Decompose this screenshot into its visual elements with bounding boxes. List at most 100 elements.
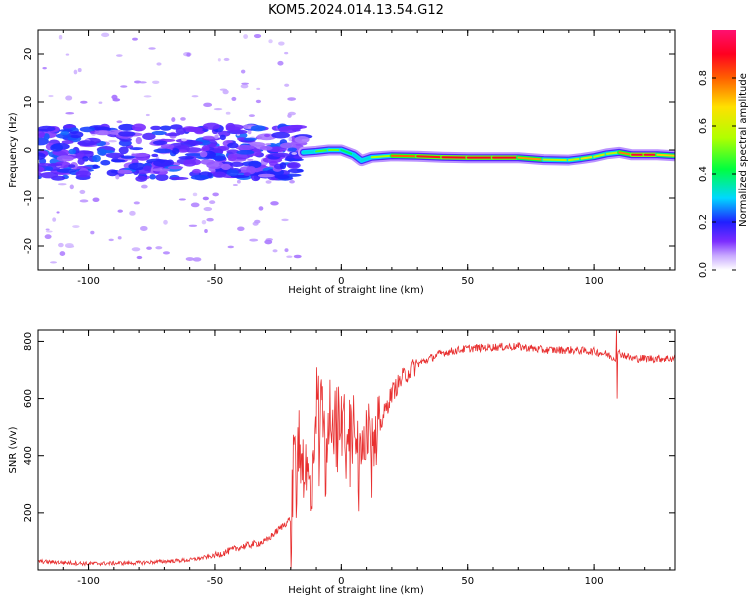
noise-blob (142, 132, 156, 141)
noise-blob (213, 108, 223, 111)
noise-blob (111, 94, 118, 100)
noise-blob (280, 142, 297, 149)
noise-blob (259, 145, 273, 151)
noise-blob (60, 131, 70, 136)
noise-blob (237, 226, 245, 232)
noise-blob (90, 230, 95, 235)
noise-blob (65, 95, 73, 101)
noise-blob (164, 132, 181, 137)
noise-blob (171, 147, 180, 155)
noise-blob (136, 255, 143, 260)
noise-blob (287, 147, 298, 152)
noise-blob (156, 62, 162, 66)
noise-blob (223, 57, 230, 62)
noise-blob (148, 47, 156, 50)
colorbar-tick-label: 0.8 (698, 70, 709, 86)
snr-ticks: -100 -50 0 50 100 200 400 600 800 (23, 330, 675, 587)
noise-blob (284, 51, 289, 55)
noise-blob (133, 201, 140, 205)
noise-blob (257, 173, 275, 178)
snr-y-tick-label: 400 (23, 446, 34, 465)
snr-panel: -100 -50 0 50 100 200 400 600 800 Height of stra… (8, 329, 676, 596)
noise-blob (184, 153, 204, 157)
noise-blob (296, 168, 304, 172)
noise-blob (249, 238, 259, 242)
noise-blob (206, 217, 214, 222)
noise-blob (65, 53, 70, 56)
noise-blob (253, 33, 262, 39)
noise-blob (287, 124, 308, 130)
noise-blob (73, 69, 78, 75)
noise-blob (212, 192, 219, 197)
noise-blob (236, 179, 241, 184)
spectrogram-y-tick-label: 10 (23, 96, 34, 109)
noise-blob (255, 99, 262, 104)
noise-blob (264, 143, 272, 146)
noise-blob (38, 125, 56, 132)
colorbar-label: Normalized spectral amplitude (738, 73, 749, 227)
noise-blob (246, 166, 257, 175)
noise-blob (287, 113, 292, 118)
signal-trace-core (656, 153, 675, 157)
noise-blob (201, 220, 207, 225)
noise-blob (248, 114, 255, 118)
noise-blob (135, 175, 148, 182)
noise-blob (240, 69, 246, 74)
noise-blob (141, 184, 148, 189)
signal-trace-core (416, 155, 444, 159)
noise-blob (286, 161, 301, 169)
noise-blob (278, 41, 285, 46)
noise-blob (69, 184, 74, 190)
noise-blob (72, 225, 80, 228)
noise-blob (258, 206, 264, 211)
noise-blob (128, 162, 147, 171)
signal-trace-core (370, 154, 393, 159)
snr-background (38, 330, 675, 570)
noise-blob (79, 126, 96, 133)
noise-blob (151, 130, 167, 136)
noise-blob (129, 210, 136, 216)
noise-blob (202, 122, 220, 130)
noise-blob (284, 83, 290, 87)
colorbar-gradient (712, 30, 736, 270)
signal-trace-core (340, 149, 355, 156)
noise-blob (287, 97, 297, 101)
noise-blob (235, 144, 255, 151)
spectrogram-heatmap (38, 32, 675, 264)
noise-blob (241, 82, 250, 85)
noise-blob (199, 150, 208, 158)
noise-blob (149, 174, 156, 180)
noise-blob (94, 126, 111, 132)
noise-blob (153, 159, 173, 167)
spectrogram-x-label: Height of straight line (km) (288, 285, 424, 296)
noise-blob (180, 117, 186, 121)
noise-blob (92, 164, 99, 169)
noise-blob (202, 135, 215, 140)
noise-blob (110, 159, 126, 163)
spectrogram-x-tick-label: -100 (77, 276, 100, 287)
noise-blob (153, 148, 173, 154)
noise-blob (175, 127, 186, 135)
noise-blob (61, 140, 74, 145)
noise-blob (202, 196, 209, 201)
noise-blob (65, 112, 75, 115)
noise-blob (120, 155, 135, 159)
noise-blob (291, 152, 298, 155)
noise-blob (214, 134, 219, 139)
noise-blob (143, 95, 152, 98)
noise-blob (270, 201, 279, 206)
noise-blob (92, 197, 100, 203)
signal-trace-core (517, 156, 545, 161)
noise-blob (77, 67, 82, 73)
spectrogram-y-tick-label: -10 (23, 190, 34, 206)
noise-blob (227, 153, 238, 161)
noise-blob (129, 147, 144, 151)
noise-blob (56, 155, 74, 162)
noise-blob (226, 169, 239, 177)
noise-blob (117, 169, 133, 174)
noise-blob (250, 125, 266, 132)
noise-blob (45, 230, 53, 233)
